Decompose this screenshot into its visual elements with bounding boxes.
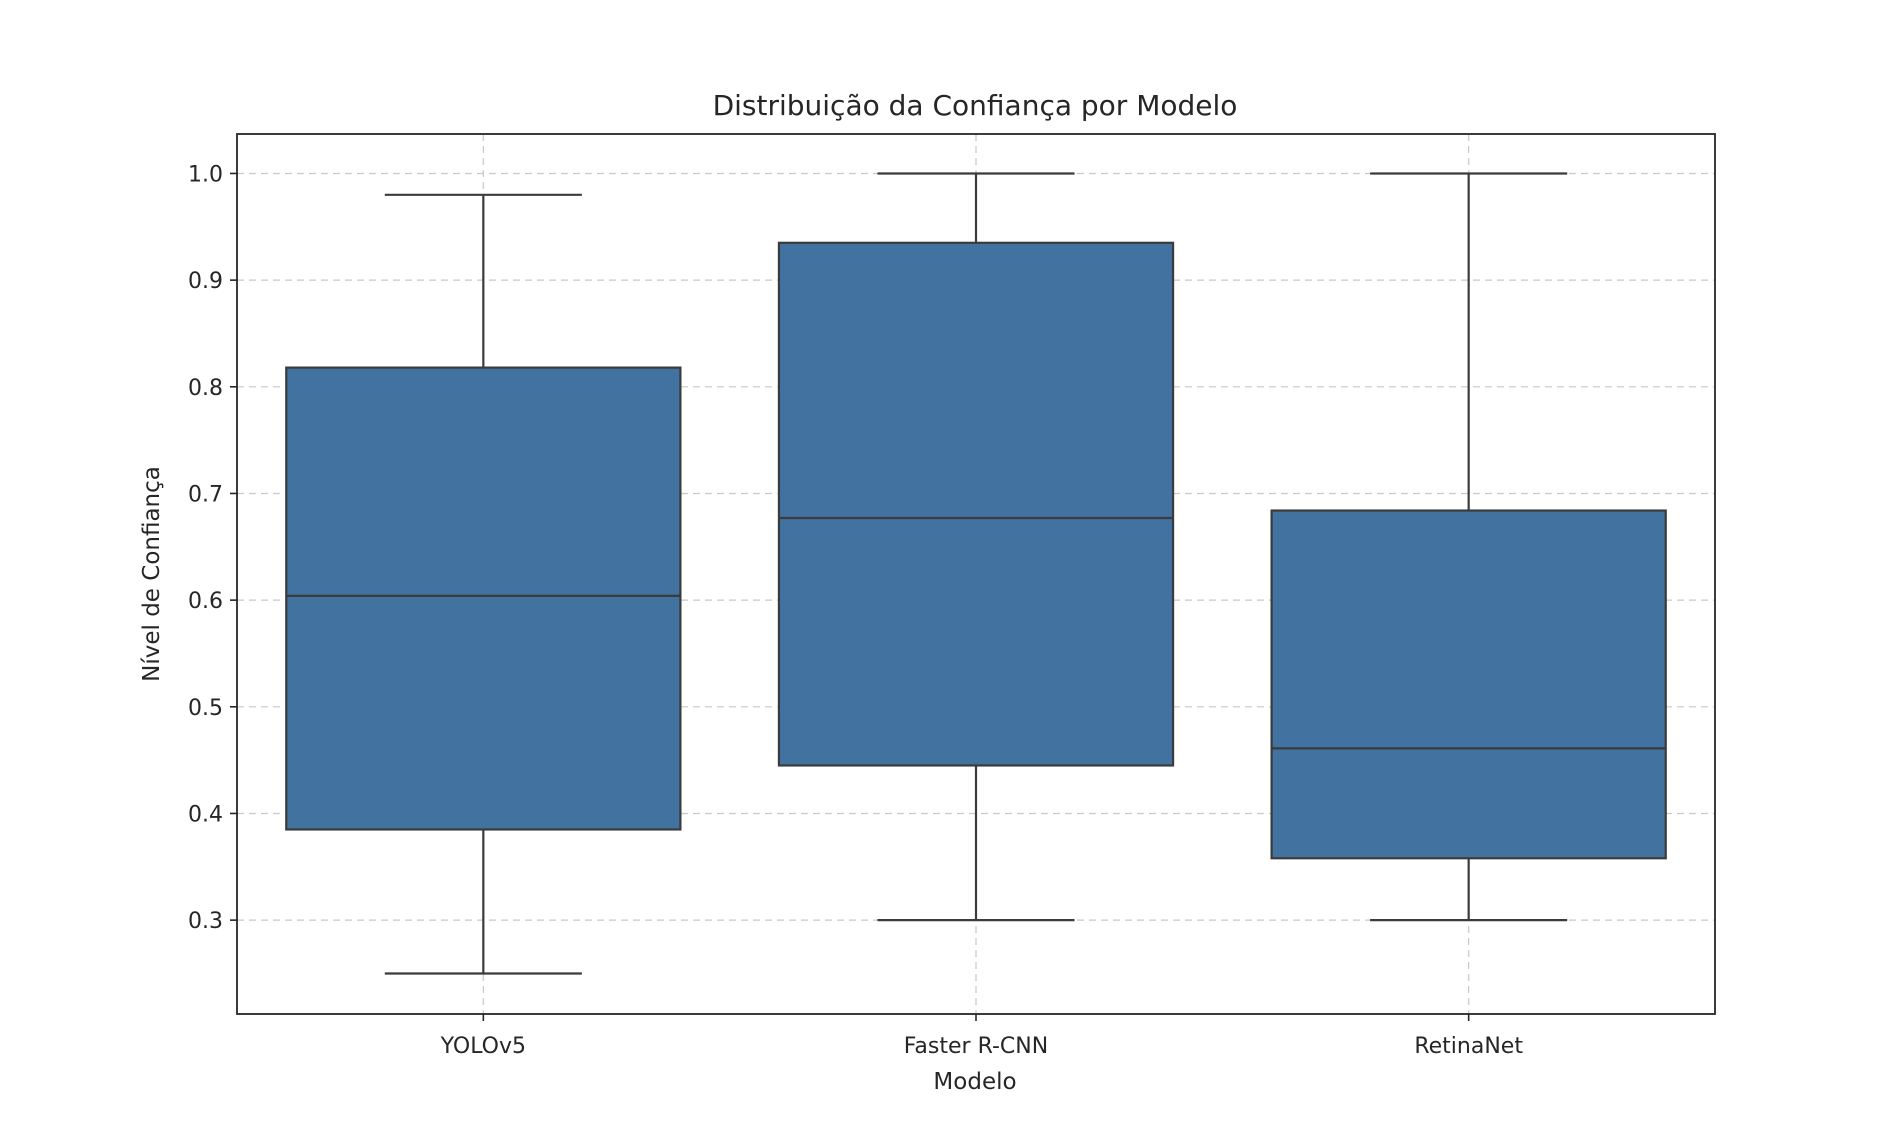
y-axis: 0.3 0.4 0.5 0.6 0.7 0.8 0.9 1.0	[188, 162, 237, 934]
y-tick-label: 0.8	[188, 376, 223, 401]
iqr-box	[285, 366, 682, 831]
x-axis: YOLOv5 Faster R-CNN RetinaNet	[440, 1014, 1523, 1059]
y-tick-label: 0.9	[188, 269, 223, 294]
y-axis-label: Nível de Confiança	[139, 466, 165, 682]
y-tick-label: 0.7	[188, 482, 223, 507]
y-tick-label: 1.0	[188, 162, 223, 187]
iqr-box	[777, 241, 1175, 767]
box-layer	[285, 172, 1667, 975]
box-group	[285, 193, 682, 975]
y-tick-label: 0.6	[188, 589, 223, 614]
box-group	[777, 172, 1175, 922]
x-axis-label: Modelo	[933, 1069, 1016, 1095]
box-group	[1270, 172, 1667, 922]
y-tick-label: 0.5	[188, 696, 223, 721]
x-tick-label: RetinaNet	[1414, 1034, 1523, 1059]
x-tick-label: YOLOv5	[440, 1034, 526, 1059]
y-tick-label: 0.4	[188, 802, 223, 827]
y-tick-label: 0.3	[188, 909, 223, 934]
x-tick-label: Faster R-CNN	[904, 1034, 1048, 1059]
chart-title: Distribuição da Confiança por Modelo	[713, 89, 1238, 122]
iqr-box	[1270, 509, 1667, 860]
